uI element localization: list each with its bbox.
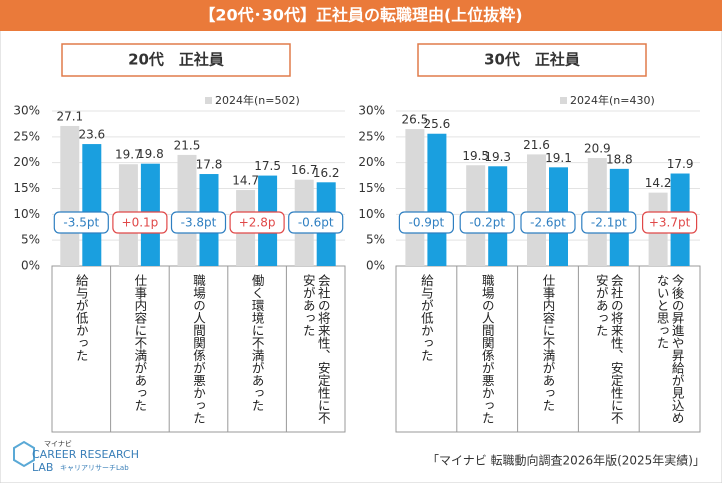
legend-swatch bbox=[205, 97, 212, 104]
panel-title: 30代 正社員 bbox=[484, 51, 580, 69]
y-tick-label: 5% bbox=[366, 233, 385, 247]
panel-header-box bbox=[417, 43, 647, 77]
data-label: 19.7 bbox=[115, 148, 142, 162]
y-tick-label: 25% bbox=[358, 129, 385, 143]
diff-label: -2.1pt bbox=[591, 216, 627, 230]
data-label: 19.1 bbox=[545, 151, 572, 165]
category-label: 会社の将来性、安定性に不安があった bbox=[593, 274, 624, 424]
y-tick-label: 15% bbox=[358, 181, 385, 195]
diff-label: +3.7pt bbox=[649, 216, 691, 230]
data-label: 25.6 bbox=[424, 117, 451, 131]
diff-label: -0.2pt bbox=[469, 216, 505, 230]
legend-label: 2024年(n=502) bbox=[215, 93, 300, 107]
y-tick-label: 30% bbox=[13, 104, 40, 118]
category-label: 仕事内容に不満があった bbox=[540, 274, 556, 412]
data-label: 14.7 bbox=[232, 174, 259, 188]
category-table bbox=[395, 265, 701, 433]
logo-main: CAREER RESEARCH bbox=[32, 448, 139, 461]
diff-label: -0.9pt bbox=[409, 216, 445, 230]
data-label: 18.8 bbox=[606, 152, 633, 166]
data-label: 21.5 bbox=[174, 138, 201, 152]
data-label: 17.8 bbox=[196, 158, 223, 172]
diff-label: -0.6pt bbox=[298, 216, 334, 230]
category-label: 給与が低かった bbox=[418, 274, 434, 362]
logo: マイナビ CAREER RESEARCH LAB キャリアリサーチLab bbox=[13, 439, 139, 474]
diff-box bbox=[288, 211, 344, 234]
diff-label: -3.8pt bbox=[181, 216, 217, 230]
bar bbox=[82, 144, 102, 266]
diff-box bbox=[229, 211, 285, 234]
category-label: 仕事内容に不満があった bbox=[132, 274, 148, 412]
diff-box bbox=[112, 211, 168, 234]
category-label: 職場の人間関係が悪かった bbox=[479, 274, 495, 424]
y-tick-label: 10% bbox=[13, 207, 40, 221]
diff-label: -2.6pt bbox=[530, 216, 566, 230]
panel-title: 20代 正社員 bbox=[128, 51, 224, 69]
y-tick-label: 30% bbox=[358, 104, 385, 118]
data-label: 14.2 bbox=[645, 176, 672, 190]
legend-swatch bbox=[560, 97, 567, 104]
category-label: 今後の昇進や昇給が見込めないと思った bbox=[654, 274, 685, 424]
data-label: 17.9 bbox=[667, 157, 694, 171]
diff-box bbox=[459, 211, 515, 234]
bar bbox=[60, 125, 80, 266]
y-tick-label: 25% bbox=[13, 129, 40, 143]
bar bbox=[427, 133, 447, 266]
source: 「マイナビ 転職動向調査2026年版(2025年実績)」 bbox=[427, 453, 705, 468]
y-tick-label: 0% bbox=[366, 259, 385, 273]
category-label: 会社の将来性、安定性に不安があった bbox=[300, 274, 331, 424]
legend-label: 2024年(n=430) bbox=[570, 93, 655, 107]
y-tick-label: 10% bbox=[358, 207, 385, 221]
diff-box bbox=[170, 211, 227, 234]
bar bbox=[405, 129, 425, 266]
logo-kana: キャリアリサーチLab bbox=[60, 464, 129, 472]
y-tick-label: 20% bbox=[13, 155, 40, 169]
diff-box bbox=[398, 211, 454, 234]
logo-icon bbox=[13, 440, 35, 468]
category-label: 職場の人間関係が悪かった bbox=[191, 274, 206, 424]
y-tick-label: 20% bbox=[358, 155, 385, 169]
bar bbox=[177, 154, 197, 266]
panel-header-box bbox=[61, 43, 291, 77]
page-title: 【20代･30代】正社員の転職理由(上位抜粋) bbox=[199, 6, 522, 25]
category-label: 給与が低かった bbox=[73, 274, 89, 362]
y-tick-label: 15% bbox=[13, 181, 40, 195]
bar bbox=[527, 154, 546, 266]
diff-box bbox=[641, 211, 698, 234]
data-label: 21.6 bbox=[523, 138, 550, 152]
title-bar bbox=[0, 0, 722, 31]
diff-box bbox=[581, 211, 637, 234]
data-label: 26.5 bbox=[402, 113, 429, 127]
data-label: 19.8 bbox=[137, 147, 164, 161]
logo-top: マイナビ bbox=[44, 439, 72, 448]
data-label: 19.3 bbox=[484, 150, 511, 164]
category-label: 働く環境に不満があった bbox=[249, 274, 265, 412]
data-label: 16.7 bbox=[291, 163, 318, 177]
diff-label: +0.1p bbox=[122, 216, 159, 230]
data-label: 19.5 bbox=[462, 149, 489, 163]
data-label: 27.1 bbox=[56, 109, 83, 123]
diff-label: -3.5pt bbox=[63, 216, 99, 230]
diff-label: +2.8p bbox=[239, 216, 276, 230]
y-tick-label: 0% bbox=[21, 259, 40, 273]
data-label: 20.9 bbox=[584, 142, 611, 156]
diff-box bbox=[53, 211, 109, 234]
category-table bbox=[51, 265, 346, 433]
diff-box bbox=[520, 211, 576, 234]
logo-sub: LAB bbox=[32, 461, 53, 474]
data-label: 23.6 bbox=[78, 128, 105, 142]
data-label: 16.2 bbox=[313, 166, 340, 180]
data-label: 17.5 bbox=[254, 159, 281, 173]
y-tick-label: 5% bbox=[21, 233, 40, 247]
